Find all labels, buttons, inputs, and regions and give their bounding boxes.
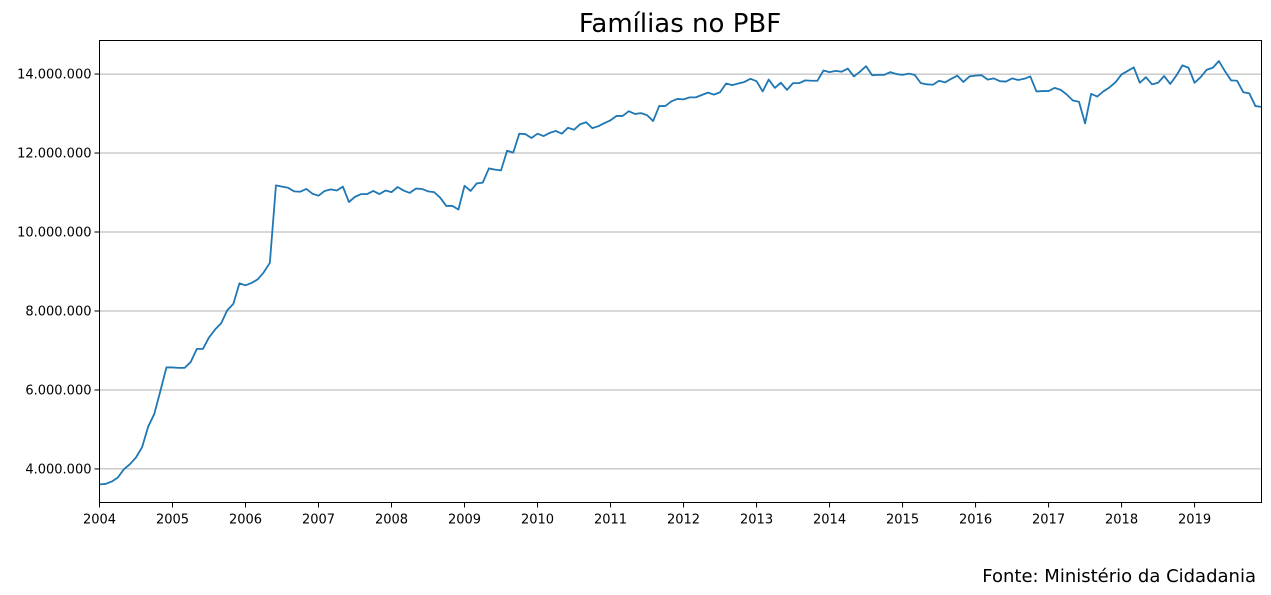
series-group: [99, 60, 1262, 486]
y-tick-label: 10.000.000: [17, 226, 91, 241]
x-tick-label: 2006: [229, 513, 262, 528]
x-tick-label: 2016: [959, 513, 992, 528]
x-tick-label: 2007: [302, 513, 335, 528]
x-tick-label: 2014: [813, 513, 846, 528]
x-tick-label: 2015: [886, 513, 919, 528]
y-tick-label: 12.000.000: [17, 147, 91, 162]
x-axis: 2004 2005 2006 2007 2008 2009 2010 2011 2012 2013…: [83, 502, 1211, 528]
x-tick-label: 2018: [1105, 513, 1138, 528]
y-tick-label: 14.000.000: [17, 68, 91, 83]
grid-lines: [99, 73, 1262, 470]
y-tick-label: 6.000.000: [25, 383, 91, 398]
plot-frame: [99, 40, 1262, 503]
chart-title: Famílias no PBF: [579, 9, 781, 39]
x-tick-label: 2008: [375, 513, 408, 528]
x-tick-label: 2013: [740, 513, 773, 528]
x-tick-label: 2009: [448, 513, 481, 528]
y-tick-label: 4.000.000: [25, 462, 91, 477]
source-note: Fonte: Ministério da Cidadania: [982, 566, 1256, 587]
x-tick-label: 2010: [521, 513, 554, 528]
y-tick-label: 8.000.000: [25, 304, 91, 319]
series-line: [99, 60, 1262, 486]
y-axis: 4.000.000 6.000.000 8.000.000 10.000.000 12.…: [17, 68, 100, 477]
x-tick-label: 2005: [156, 513, 189, 528]
x-tick-label: 2019: [1178, 513, 1211, 528]
x-tick-label: 2017: [1032, 513, 1065, 528]
x-tick-label: 2011: [594, 513, 627, 528]
x-tick-label: 2004: [83, 513, 116, 528]
x-tick-label: 2012: [667, 513, 700, 528]
